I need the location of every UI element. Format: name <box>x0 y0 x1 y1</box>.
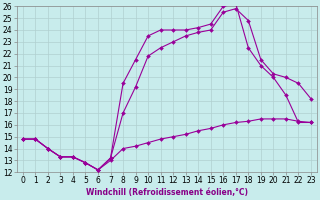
X-axis label: Windchill (Refroidissement éolien,°C): Windchill (Refroidissement éolien,°C) <box>86 188 248 197</box>
